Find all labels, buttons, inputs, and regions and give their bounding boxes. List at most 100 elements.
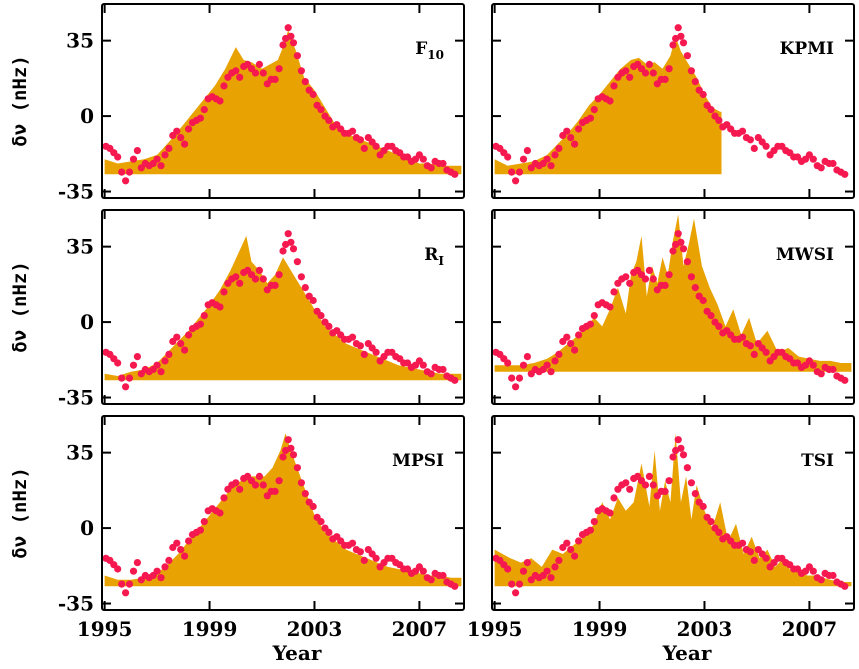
data-point [181,552,189,560]
data-point [645,60,654,68]
data-point [419,567,427,575]
data-point [317,312,325,320]
data-point [715,528,723,537]
y-tick-label: -35 [58,180,94,204]
data-point [519,361,528,369]
data-point [715,116,723,124]
data-point [715,322,723,330]
data-point [271,75,279,83]
data-point [356,342,364,350]
data-point [750,350,758,358]
x-tick-label: 1999 [182,617,238,641]
data-point [297,273,305,281]
panel-frame [101,415,465,611]
data-point [523,353,532,361]
data-point [360,144,368,152]
data-point [610,82,618,90]
panel-label: KPMI [780,39,834,59]
data-point [200,312,208,320]
data-point [293,464,301,472]
data-point [279,41,287,49]
data-point [677,238,685,246]
data-point [289,39,298,47]
data-point [606,509,614,517]
data-point [674,436,682,444]
data-point [504,565,512,573]
x-tick-label: 1999 [572,617,628,641]
data-point [133,147,141,155]
panel-frame [101,3,465,199]
data-point [372,554,380,562]
data-point [451,376,459,384]
data-point [829,365,837,374]
data-point [707,518,715,526]
data-point [153,155,161,163]
data-point [216,303,224,311]
data-point [360,556,368,565]
data-point [746,548,755,556]
data-point [626,279,634,287]
data-point [610,494,618,502]
data-point [271,281,279,289]
data-point [645,472,654,480]
data-point [259,481,267,489]
data-point [762,554,770,562]
x-tick-label: 2007 [392,617,448,641]
x-tick-label: 1995 [77,617,133,641]
panel-label-subscript: 10 [427,48,444,62]
data-point [185,331,193,339]
data-point [287,32,295,40]
data-point [511,383,520,391]
data-point [177,546,185,554]
data-point [665,477,673,485]
data-point [699,502,707,511]
data-point [841,376,849,384]
data-point [543,567,551,575]
data-point [567,546,575,554]
data-point [356,548,364,556]
data-point [661,75,669,83]
data-point [511,177,520,185]
data-point [661,281,669,289]
data-point [129,567,138,575]
data-point [325,322,333,330]
data-point [284,230,292,238]
data-point [259,275,267,283]
data-point [750,556,758,565]
panel-5: -35 0 35 1995 1999 2003 2007 δν (nHz) Year MPSI [9,415,465,665]
data-point [200,518,208,526]
panel-frame [101,209,465,405]
panel-6: 1995 1999 2003 2007 Year TSI [467,415,855,665]
data-point [738,333,747,341]
data-point [679,245,688,253]
data-point [575,125,583,133]
data-point [699,296,707,305]
data-point [590,518,598,526]
data-point [622,273,630,281]
data-point [567,340,575,348]
data-point [255,472,263,480]
data-point [114,359,122,367]
y-axis-title: δν (nHz) [9,261,31,353]
data-point [829,571,837,580]
data-point [284,24,292,32]
data-point [251,481,260,489]
panel-label: MWSI [776,245,834,265]
data-point [645,266,654,274]
data-point [427,370,435,378]
data-point [547,162,555,170]
y-axis-title: δν (nHz) [9,55,31,147]
x-tick-label: 2007 [782,617,838,641]
data-point [232,273,240,281]
x-axis-title: Year [662,641,712,665]
data-point [508,580,516,588]
data-point [687,479,696,487]
data-point [271,487,279,495]
data-point [114,565,122,573]
data-point [555,556,563,565]
data-point [348,539,357,547]
data-point [177,134,185,142]
data-point [220,288,228,296]
data-point [293,258,301,266]
data-point [348,333,357,341]
